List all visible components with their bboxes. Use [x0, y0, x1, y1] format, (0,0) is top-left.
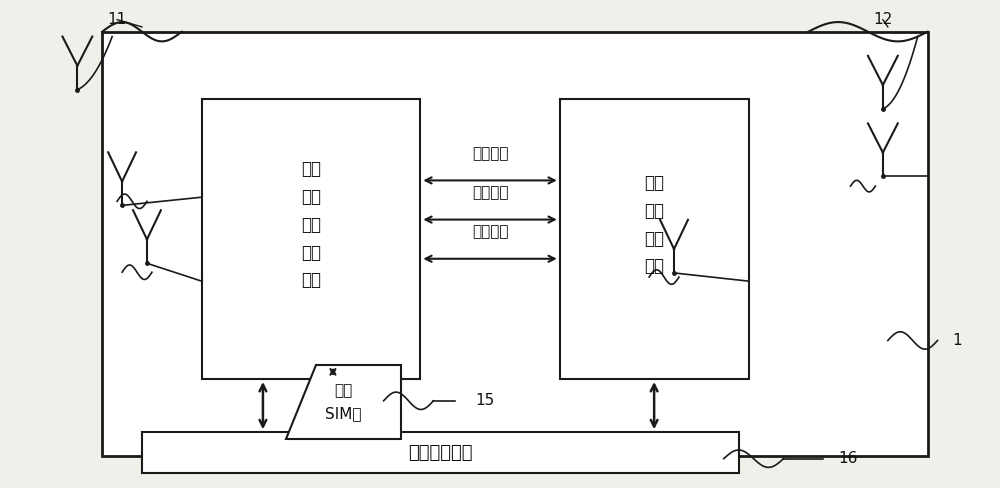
Text: 15: 15	[475, 393, 494, 408]
Text: 第一
短距
无线
模块: 第一 短距 无线 模块	[644, 174, 664, 275]
Text: 第一
SIM卡: 第一 SIM卡	[325, 383, 362, 421]
Bar	[142, 432, 739, 473]
Text: 数据总线: 数据总线	[472, 224, 508, 240]
Text: 第一
移动
通信
基带
模块: 第一 移动 通信 基带 模块	[301, 160, 321, 289]
Text: 16: 16	[838, 451, 857, 466]
Text: 11: 11	[107, 12, 126, 27]
Text: 1: 1	[952, 333, 962, 348]
Bar	[202, 99, 420, 379]
Text: 控制总线: 控制总线	[472, 185, 508, 200]
Bar	[560, 99, 749, 379]
Text: 语音总线: 语音总线	[472, 146, 508, 161]
Text: 第一微处理器: 第一微处理器	[408, 444, 473, 462]
Polygon shape	[286, 365, 401, 439]
Bar	[102, 32, 928, 456]
Text: 12: 12	[874, 12, 893, 27]
